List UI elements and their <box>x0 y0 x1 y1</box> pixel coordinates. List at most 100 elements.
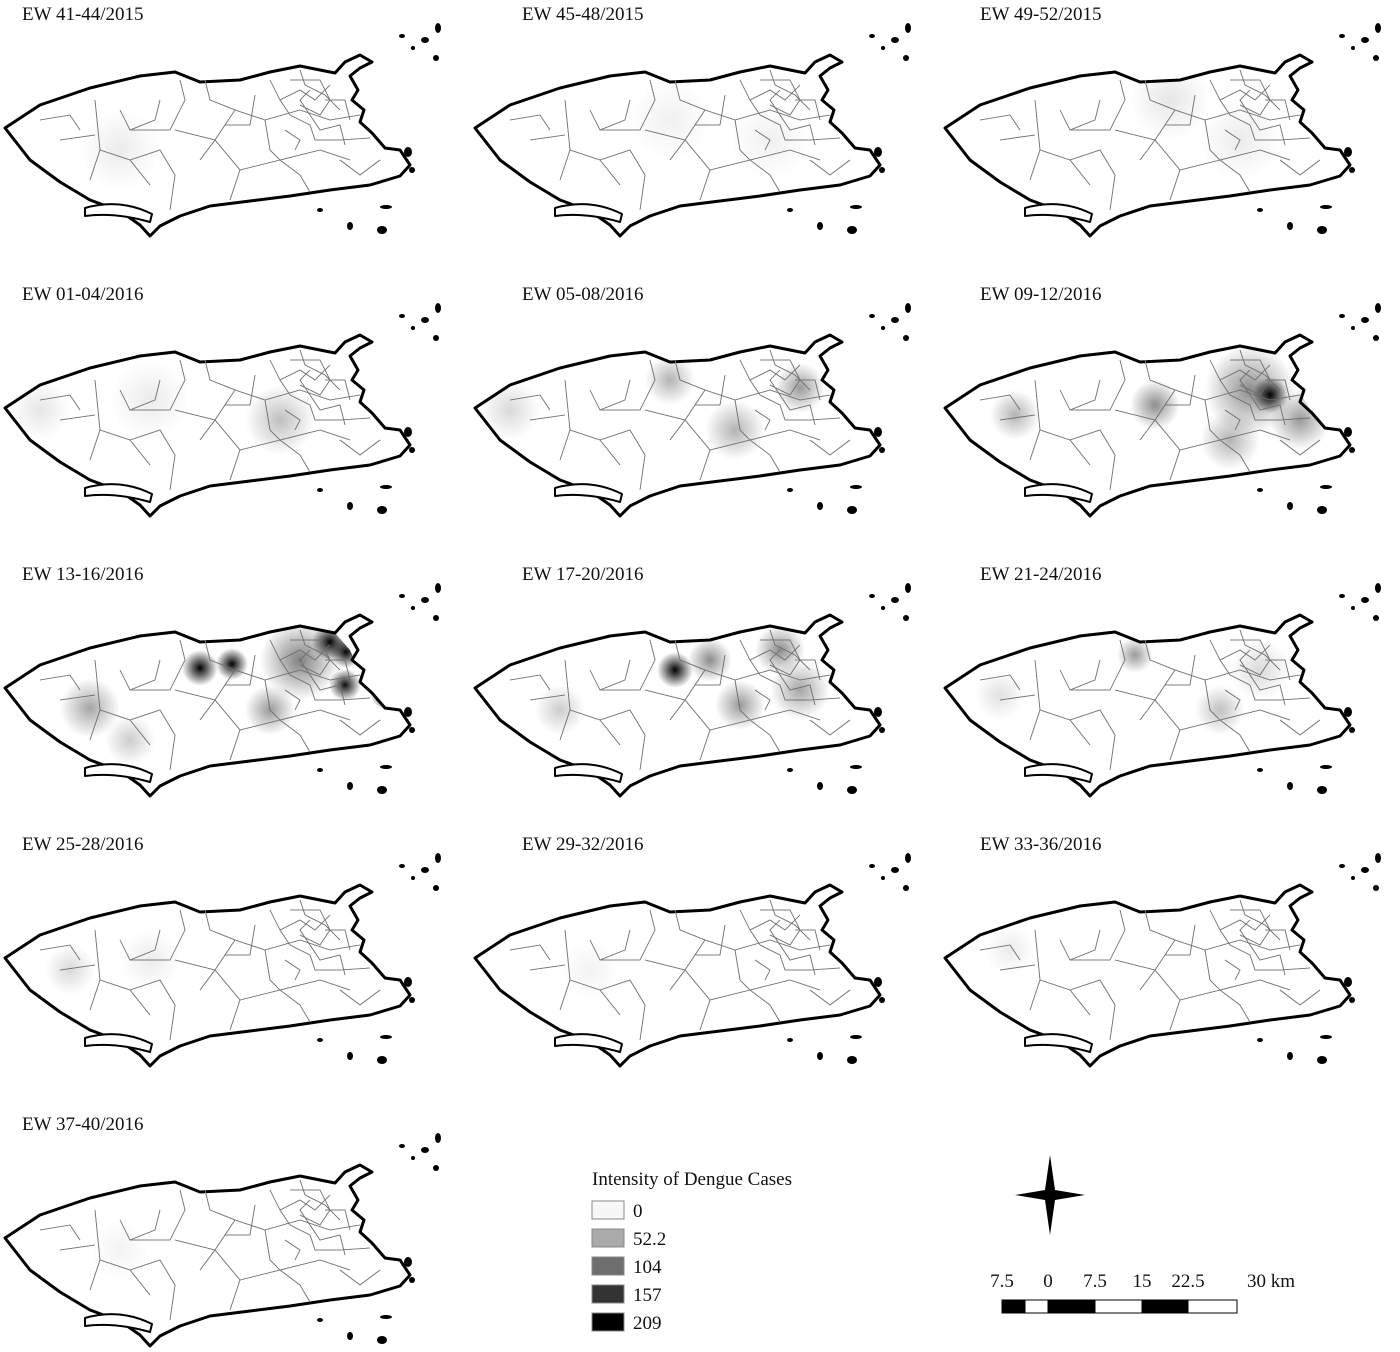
basemap <box>475 853 911 1066</box>
hotspot <box>480 380 540 440</box>
hotspot <box>329 669 361 701</box>
map-panel: EW 13-16/2016 <box>5 564 441 796</box>
map <box>475 23 911 236</box>
scale-label: 22.5 <box>1171 1271 1204 1292</box>
map <box>5 853 441 1066</box>
legend-swatch <box>591 1256 625 1276</box>
scale-segment <box>1024 1299 1049 1314</box>
hotspot <box>10 380 70 440</box>
hotspot <box>1130 66 1210 140</box>
legend-swatch <box>591 1200 625 1220</box>
legend-swatch <box>591 1228 625 1248</box>
panel-title: EW 49-52/2015 <box>980 4 1102 25</box>
map-panel: EW 17-20/2016 <box>475 564 911 796</box>
panel-title: EW 25-28/2016 <box>22 834 144 855</box>
scale-label: 15 <box>1133 1271 1152 1292</box>
panels: EW 41-44/2015 EW 45-48/2015 EW 49-52/2015 E… <box>5 4 1381 1346</box>
scale-bar: 7.5 0 7.5 15 22.5 30 km <box>990 1271 1295 1314</box>
hotspot <box>560 940 620 1000</box>
map-panel: EW 37-40/2016 <box>5 1114 441 1346</box>
legend-label: 157 <box>633 1285 662 1306</box>
map <box>945 583 1381 796</box>
hotspot <box>110 360 190 440</box>
map <box>945 853 1381 1066</box>
map <box>475 583 911 796</box>
panel-title: EW 09-12/2016 <box>980 284 1102 305</box>
map <box>5 23 441 236</box>
panel-title: EW 41-44/2015 <box>22 4 144 25</box>
panel-title: EW 01-04/2016 <box>22 284 144 305</box>
panel-title: EW 13-16/2016 <box>22 564 144 585</box>
legend-label: 209 <box>633 1313 662 1334</box>
map-panel: EW 29-32/2016 <box>475 834 911 1066</box>
hotspot <box>182 650 218 686</box>
panel-title: EW 45-48/2015 <box>522 4 644 25</box>
hotspot <box>645 355 695 405</box>
map <box>5 1133 441 1346</box>
map-panel: EW 33-36/2016 <box>945 834 1381 1066</box>
scale-segment <box>1187 1299 1238 1314</box>
basemap <box>5 303 441 516</box>
map-panel: EW 21-24/2016 <box>945 564 1381 796</box>
density <box>985 925 1035 975</box>
map-panel: EW 01-04/2016 <box>5 284 441 516</box>
map <box>475 853 911 1066</box>
hotspot <box>1195 685 1245 735</box>
legend-swatch <box>591 1312 625 1332</box>
map <box>945 23 1381 236</box>
map-panel: EW 25-28/2016 <box>5 834 441 1066</box>
map-panel: EW 45-48/2015 <box>475 4 911 236</box>
panel-title: EW 21-24/2016 <box>980 564 1102 585</box>
hotspot <box>60 678 120 738</box>
map <box>475 303 911 516</box>
hotspot <box>535 685 585 735</box>
legend: Intensity of Dengue Cases 0 52.2 104 157 209 <box>591 1169 792 1334</box>
scale-segment <box>1047 1299 1096 1314</box>
scale-label: 7.5 <box>1083 1271 1107 1292</box>
hotspot <box>688 638 732 682</box>
hotspot <box>975 670 1025 720</box>
density <box>480 355 825 460</box>
density <box>80 110 160 190</box>
basemap <box>475 303 911 516</box>
hotspot <box>245 385 315 455</box>
basemap <box>5 1133 441 1346</box>
map <box>5 303 441 516</box>
hotspot <box>1130 380 1180 430</box>
hotspot <box>705 400 765 460</box>
hotspot <box>775 363 825 413</box>
scale-segment <box>1141 1299 1189 1314</box>
hotspot <box>770 660 830 720</box>
north-arrow <box>1015 1155 1085 1235</box>
map-panel: EW 41-44/2015 <box>5 4 441 236</box>
scale-label: 0 <box>1043 1271 1053 1292</box>
legend-label: 0 <box>633 1201 643 1222</box>
map-panel: EW 49-52/2015 <box>945 4 1381 236</box>
panel-title: EW 17-20/2016 <box>522 564 644 585</box>
scale-label: 30 km <box>1247 1271 1295 1292</box>
map <box>5 583 441 796</box>
panel-title: EW 29-32/2016 <box>522 834 644 855</box>
map-panel: EW 05-08/2016 <box>475 284 911 516</box>
hotspot <box>45 945 95 995</box>
density <box>10 360 315 455</box>
panel-title: EW 33-36/2016 <box>980 834 1102 855</box>
map <box>945 303 1381 516</box>
panel-title: EW 37-40/2016 <box>22 1114 144 1135</box>
hotspot <box>105 715 155 765</box>
hotspot <box>630 80 710 160</box>
legend-label: 52.2 <box>633 1229 666 1250</box>
hotspot <box>985 925 1035 975</box>
density <box>90 1220 150 1280</box>
panel-title: EW 05-08/2016 <box>522 284 644 305</box>
hotspot <box>990 390 1040 440</box>
basemap <box>5 23 441 236</box>
hotspot <box>1117 637 1153 673</box>
hotspot <box>657 652 693 688</box>
scale-segment <box>1001 1299 1026 1314</box>
hotspot <box>1200 410 1260 470</box>
hotspot <box>90 1220 150 1280</box>
legend-label: 104 <box>633 1257 662 1278</box>
basemap <box>475 583 911 796</box>
